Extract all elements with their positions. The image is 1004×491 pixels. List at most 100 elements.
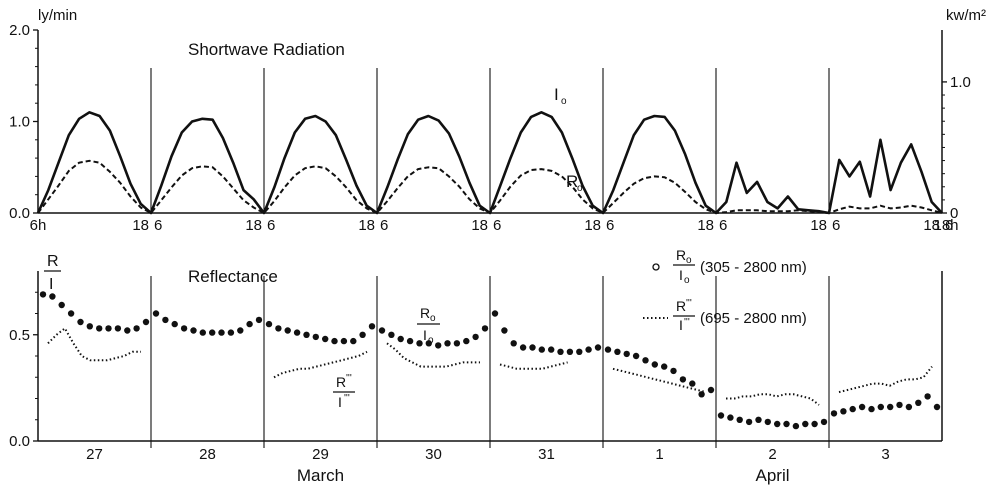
reflectance-dot: [340, 337, 348, 345]
reflectance-dot: [444, 340, 451, 347]
reflectance-dot: [152, 310, 160, 317]
reflectance-dot: [368, 323, 376, 330]
reflected-label-main: R: [566, 172, 578, 191]
reflectance-dot: [764, 418, 771, 426]
top-x-tick-label: 6: [606, 217, 614, 234]
reflectance-dot: [877, 403, 884, 411]
inline-ratio-2-num-sup: ''': [346, 373, 352, 384]
reflectance-dot: [905, 403, 913, 411]
reflectance-chart: Reflectance R I R o I o (305 - 2800 nm) …: [9, 247, 943, 485]
top-right-axis-label: kw/m²: [946, 7, 986, 24]
reflectance-dot: [576, 348, 583, 355]
reflectance-dot: [190, 327, 197, 334]
reflectance-dot: [519, 344, 527, 351]
reflectance-dot: [331, 337, 338, 345]
top-left-tick-label: 2.0: [9, 22, 30, 39]
top-x-tick-label: 18: [245, 217, 262, 234]
reflectance-dot: [58, 301, 65, 309]
reflectance-dot: [887, 403, 894, 411]
reflectance-dot: [237, 327, 244, 334]
reflectance-dotted-line: [726, 393, 820, 406]
top-right-tick-label: 1.0: [950, 74, 971, 91]
reflectance-dot: [915, 399, 922, 406]
bottom-day-label: 28: [199, 446, 216, 463]
bottom-axis-label-denominator: I: [49, 276, 53, 293]
reflectance-dot: [529, 344, 536, 351]
bottom-tick-label: 0.5: [9, 327, 30, 344]
top-chart-title: Shortwave Radiation: [188, 40, 345, 59]
reflectance-dot: [604, 346, 612, 353]
top-x-tick-label: 6: [719, 217, 727, 234]
top-x-tick-label: 6: [493, 217, 501, 234]
inline-ratio-2-den-sup: ''': [344, 393, 350, 404]
march-label: March: [297, 466, 344, 485]
top-x-tick-label: 18: [923, 217, 940, 234]
top-x-tick-label: 6: [945, 217, 953, 234]
reflectance-dot: [745, 418, 753, 426]
reflectance-dot: [933, 403, 941, 411]
bottom-tick-label: 0.0: [9, 433, 30, 450]
reflectance-dot: [651, 361, 658, 368]
reflectance-dot: [802, 420, 809, 428]
bottom-day-label: 29: [312, 446, 329, 463]
reflectance-dot: [275, 325, 282, 332]
reflectance-dot: [218, 329, 225, 336]
reflectance-dot: [727, 414, 734, 421]
reflectance-dotted-line: [838, 365, 933, 394]
reflectance-dot: [67, 310, 75, 317]
bottom-day-label: 1: [655, 446, 663, 463]
legend-fraction-1: R o I o: [673, 247, 695, 286]
incoming-label-sub: o: [561, 96, 567, 107]
reflectance-dot: [501, 327, 508, 334]
reflectance-dot: [623, 350, 630, 358]
reflectance-dot: [255, 316, 263, 324]
inline-ratio-label-2: R ''' I ''': [333, 373, 355, 410]
reflectance-dot: [924, 393, 931, 400]
top-x-tick-label: 18: [471, 217, 488, 234]
top-x-tick-label: 18h: [933, 217, 958, 234]
incoming-label: I o: [554, 85, 567, 107]
reflectance-dot: [849, 405, 856, 413]
bottom-chart-title: Reflectance: [188, 267, 278, 286]
reflectance-dotted-line: [499, 361, 568, 370]
reflected-label-sub: o: [577, 183, 583, 194]
reflectance-dot: [246, 320, 253, 328]
reflectance-dot: [840, 408, 847, 415]
reflectance-dot: [707, 386, 715, 394]
legend-label-2: (695 - 2800 nm): [700, 310, 807, 327]
reflectance-dot: [755, 416, 762, 423]
reflectance-dot: [566, 348, 574, 355]
inline-ratio-2-den: I: [338, 394, 342, 410]
reflectance-dot: [736, 416, 743, 423]
top-x-tick-label: 18: [697, 217, 714, 234]
legend-fraction-2: R ''' I ''': [673, 298, 695, 333]
reflectance-dot: [359, 331, 366, 338]
inline-ratio-1-num-sub: o: [430, 313, 436, 324]
reflectance-dot: [312, 333, 319, 341]
bottom-day-label: 30: [425, 446, 442, 463]
reflectance-dot: [679, 376, 687, 383]
reflectance-dot: [594, 344, 602, 351]
april-label: April: [755, 466, 789, 485]
reflected-radiation-line: [37, 159, 943, 214]
reflectance-dot: [86, 323, 94, 330]
reflectance-dot: [642, 357, 649, 364]
reflectance-dot: [124, 327, 131, 334]
inline-ratio-2-num: R: [336, 374, 346, 390]
bottom-day-label: 3: [881, 446, 889, 463]
reflectance-dot: [472, 333, 479, 341]
top-x-tick-label: 18: [810, 217, 827, 234]
legend-fraction-1-num-sub: o: [686, 255, 692, 266]
reflectance-dot: [209, 329, 216, 336]
legend-fraction-2-num-sup: ''': [686, 298, 692, 309]
reflectance-dot: [133, 325, 140, 332]
reflectance-dot: [435, 342, 442, 349]
top-x-tick-label: 18: [358, 217, 375, 234]
reflectance-dot: [774, 420, 781, 428]
reflectance-dot: [453, 340, 461, 347]
reflectance-dot: [632, 352, 640, 360]
reflectance-dot: [614, 348, 621, 355]
reflectance-dot: [114, 325, 122, 332]
reflectance-dot: [180, 325, 188, 332]
bottom-day-label: 2: [768, 446, 776, 463]
